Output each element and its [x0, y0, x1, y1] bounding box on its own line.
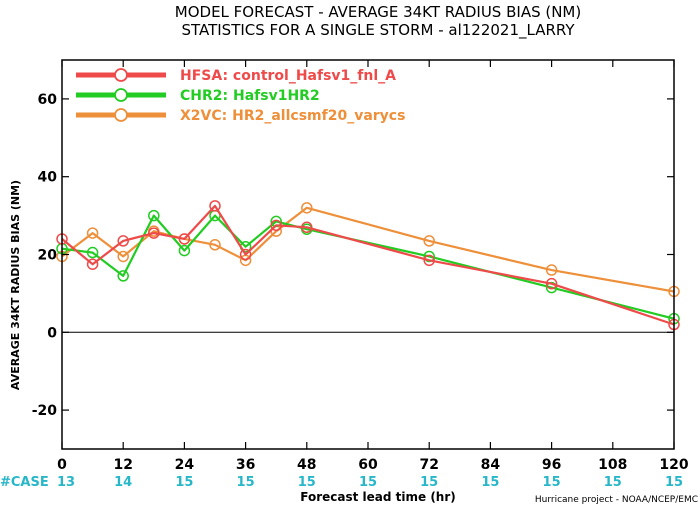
x-tick-label: 84: [481, 457, 501, 473]
x-axis-label: Forecast lead time (hr): [300, 490, 456, 504]
chart-subtitle: STATISTICS FOR A SINGLE STORM - al122021…: [181, 21, 575, 40]
data-point: [301, 221, 313, 234]
data-point: [423, 254, 435, 267]
y-tick-label: 40: [38, 170, 58, 186]
x-tick-label: 108: [598, 457, 627, 473]
case-count: 15: [420, 475, 438, 490]
x-tick-label: 36: [236, 457, 255, 473]
series-line: [61, 204, 675, 326]
legend-entry-hfsa: HFSA: control_Hafsv1_fnl_A: [76, 68, 396, 84]
data-point: [86, 227, 99, 239]
data-point: [86, 246, 99, 259]
legend-marker: [114, 88, 128, 102]
data-point: [117, 270, 129, 282]
data-point: [178, 244, 191, 257]
data-point: [423, 235, 435, 247]
data-point: [148, 227, 160, 239]
data-point: [270, 219, 282, 232]
x-tick-label: 120: [659, 457, 688, 473]
data-point: [545, 277, 558, 290]
y-tick-label: 60: [38, 92, 58, 108]
series-line: [61, 206, 675, 293]
y-axis-label: AVERAGE 34KT RADIUS BIAS (NM): [9, 180, 22, 390]
case-count: 15: [298, 475, 316, 490]
data-point: [178, 233, 191, 245]
legend-marker: [114, 108, 128, 122]
x-tick-label: 0: [57, 457, 67, 473]
x-tick-label: 24: [175, 457, 195, 473]
case-count: 15: [359, 475, 377, 490]
x-tick-label: 48: [297, 457, 316, 473]
case-count: 15: [481, 475, 499, 490]
y-tick-label: -20: [32, 403, 58, 419]
series-x2vc: [56, 202, 680, 298]
legend-marker: [114, 68, 128, 82]
case-count: 13: [57, 475, 75, 490]
y-tick-label: 20: [38, 248, 58, 264]
case-count: 15: [237, 475, 255, 490]
data-point: [86, 258, 99, 270]
data-point: [239, 248, 252, 261]
data-point: [117, 250, 129, 263]
x-tick-label: 96: [542, 457, 561, 473]
data-point: [545, 281, 558, 294]
case-count: 15: [175, 475, 193, 490]
data-point: [148, 209, 160, 222]
case-count: 14: [114, 475, 132, 490]
data-point: [117, 235, 129, 247]
legend: HFSA: control_Hafsv1_fnl_A CHR2: Hafsv1HR…: [76, 68, 405, 124]
x-tick-label: 72: [419, 457, 438, 473]
x-tick-label: 60: [358, 457, 378, 473]
case-count: 15: [665, 475, 683, 490]
data-point: [545, 264, 558, 276]
series-layer: [56, 200, 680, 331]
case-label: #CASE: [0, 475, 49, 490]
legend-label: HFSA: control_Hafsv1_fnl_A: [180, 68, 396, 84]
x-tick-label: 12: [113, 457, 132, 473]
data-point: [209, 239, 221, 251]
legend-entry-chr2: CHR2: Hafsv1HR2: [76, 88, 320, 104]
data-point: [423, 250, 435, 263]
chart-title: MODEL FORECAST - AVERAGE 34KT RADIUS BIA…: [175, 3, 581, 21]
case-count: 15: [604, 475, 622, 490]
legend-entry-x2vc: X2VC: HR2_allcsmf20_varycs: [76, 108, 405, 124]
data-point: [209, 200, 221, 212]
y-tick-label: 0: [47, 325, 57, 341]
case-counts: 13 14 15 15 15 15 15 15 15 15 15: [57, 475, 683, 490]
data-point: [301, 202, 313, 214]
axis-ticks-layer: -20 0 20 40 60 0 12 24 36 48 60 72 84 96 108 120: [32, 60, 689, 473]
credit-text: Hurricane project - NOAA/NCEP/EMC: [535, 495, 698, 505]
legend-label: CHR2: Hafsv1HR2: [180, 88, 320, 104]
case-count: 15: [543, 475, 561, 490]
legend-label: X2VC: HR2_allcsmf20_varycs: [180, 108, 405, 124]
series-hfsa: [56, 200, 680, 331]
